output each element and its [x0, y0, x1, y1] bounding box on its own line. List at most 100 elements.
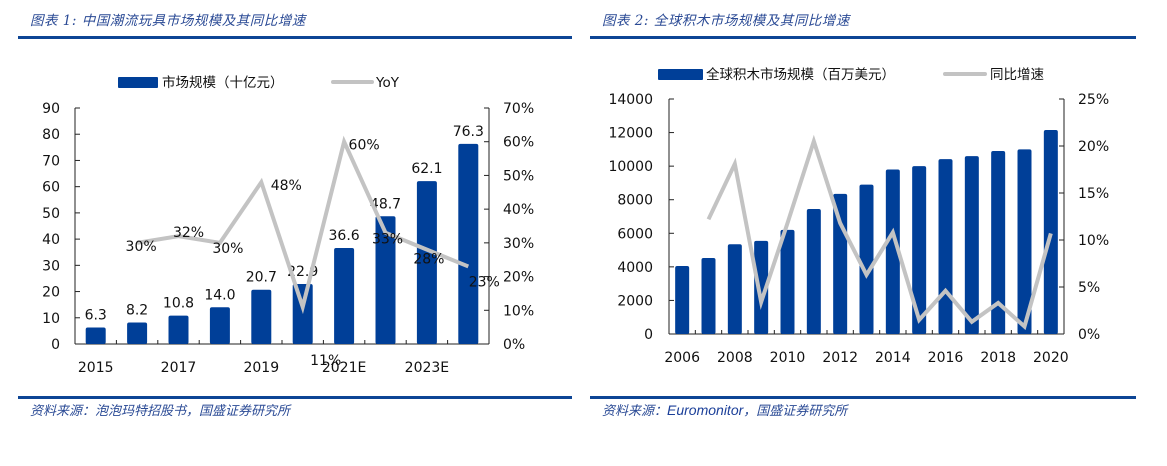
line-value-label: 30% — [126, 239, 157, 255]
x-tick-label: 2015 — [78, 360, 114, 376]
legend-bar-swatch — [658, 69, 703, 80]
bar — [859, 184, 874, 334]
legend-line-label: 同比增速 — [990, 67, 1044, 83]
bar — [938, 159, 953, 334]
bar — [885, 169, 900, 334]
bar — [416, 181, 437, 344]
bar — [754, 240, 769, 334]
left-y-tick-label: 20 — [42, 285, 60, 301]
yoy-line — [136, 135, 470, 315]
line-value-label: 11% — [310, 353, 341, 369]
source-latin: Euromonitor — [667, 402, 744, 418]
figure-1-source: 资料来源：泡泡玛特招股书，国盛证券研究所 — [30, 400, 290, 419]
bar — [375, 216, 396, 344]
figure-2-top-rule — [590, 36, 1136, 39]
line-value-label: 32% — [173, 225, 204, 241]
right-y-tick-label: 0% — [1078, 327, 1100, 343]
x-tick-label: 2014 — [875, 350, 911, 366]
bar — [1043, 130, 1058, 334]
bar — [727, 244, 742, 334]
left-y-tick-label: 14000 — [608, 92, 653, 108]
right-y-tick-label: 10% — [503, 303, 534, 319]
bar — [912, 166, 927, 334]
x-tick-label: 2008 — [717, 350, 753, 366]
left-y-tick-label: 50 — [42, 206, 60, 222]
left-y-tick-label: 80 — [42, 127, 60, 143]
right-y-tick-label: 5% — [1078, 280, 1100, 296]
legend-bar-swatch — [118, 77, 158, 88]
figure-1-panel: 图表 1: 中国潮流玩具市场规模及其同比增速 市场规模（十亿元） YoY 0 10 20… — [0, 0, 580, 466]
legend-bar-label: 市场规模（十亿元） — [162, 74, 284, 91]
x-tick-label: 2021E — [322, 360, 366, 376]
left-y-tick-label: 60 — [42, 180, 60, 196]
right-y-tick-label: 15% — [1078, 186, 1109, 202]
figure-2-bottom-rule — [590, 396, 1136, 399]
bar — [334, 248, 355, 344]
line-value-label: 28% — [413, 252, 444, 268]
line-value-label: 30% — [212, 241, 243, 257]
source-prefix: 资料来源： — [602, 404, 668, 419]
x-tick-label: 2019 — [243, 360, 279, 376]
bar-value-label: 8.2 — [126, 302, 148, 318]
left-y-tick-label: 12000 — [608, 126, 653, 142]
legend-line-label: YoY — [375, 75, 400, 91]
x-tick-label: 2006 — [664, 350, 700, 366]
bar — [458, 143, 479, 344]
bar-value-label: 36.6 — [329, 228, 360, 244]
figure-1-title: 图表 1: 中国潮流玩具市场规模及其同比增速 — [30, 13, 306, 29]
x-tick-label: 2010 — [770, 350, 806, 366]
bar — [675, 266, 690, 334]
left-y-tick-label: 40 — [42, 232, 60, 248]
figure-1-chart: 市场规模（十亿元） YoY 0 10 20 30 40 50 60 70 80 90 0% 10% 20% 3… — [42, 74, 534, 376]
right-y-tick-label: 20% — [503, 270, 534, 286]
figure-2-panel: 图表 2: 全球积木市场规模及其同比增速 全球积木市场规模（百万美元） 同比增速 0… — [580, 0, 1167, 466]
line-value-label: 33% — [372, 232, 403, 248]
bar — [780, 229, 795, 334]
bar-value-label: 62.1 — [411, 161, 442, 177]
line-value-label: 23% — [469, 274, 500, 290]
x-tick-label: 2017 — [161, 360, 197, 376]
bar-value-label: 76.3 — [453, 124, 484, 140]
x-tick-label: 2023E — [405, 360, 449, 376]
left-y-tick-label: 6000 — [617, 226, 653, 242]
bar-value-label: 6.3 — [85, 307, 107, 323]
bar — [833, 193, 848, 334]
figure-2-source: 资料来源：Euromonitor，国盛证券研究所 — [602, 400, 847, 419]
right-y-tick-label: 70% — [503, 101, 534, 117]
line-value-label: 48% — [271, 178, 302, 194]
left-y-tick-label: 0 — [644, 327, 653, 343]
bar-value-label: 10.8 — [163, 296, 194, 312]
bar — [991, 151, 1006, 334]
right-y-tick-label: 40% — [503, 202, 534, 218]
figure-2-title: 图表 2: 全球积木市场规模及其同比增速 — [602, 13, 850, 29]
yoy-line — [706, 134, 1053, 331]
x-tick-label: 2012 — [822, 350, 858, 366]
left-y-tick-label: 2000 — [617, 293, 653, 309]
left-y-tick-label: 8000 — [617, 193, 653, 209]
right-y-tick-label: 10% — [1078, 233, 1109, 249]
figure-2-chart: 全球积木市场规模（百万美元） 同比增速 0 2000 4000 6000 8000 10000… — [608, 66, 1109, 366]
left-y-tick-label: 30 — [42, 258, 60, 274]
figure-1-top-rule — [18, 36, 572, 39]
bar — [85, 327, 106, 344]
line-value-label: 60% — [349, 138, 380, 154]
left-y-tick-label: 10 — [42, 311, 60, 327]
source-body: ，国盛证券研究所 — [743, 404, 848, 419]
bar-value-label: 48.7 — [370, 196, 401, 212]
right-y-tick-label: 30% — [503, 236, 534, 252]
legend-bar-label: 全球积木市场规模（百万美元） — [706, 66, 895, 83]
bar — [127, 322, 148, 344]
left-y-tick-label: 90 — [42, 101, 60, 117]
bar — [209, 307, 230, 344]
x-tick-label: 2016 — [928, 350, 964, 366]
right-y-tick-label: 50% — [503, 168, 534, 184]
right-y-tick-label: 25% — [1078, 92, 1109, 108]
source-body: 泡泡玛特招股书，国盛证券研究所 — [95, 404, 291, 419]
bar — [292, 283, 313, 344]
figure-1-bottom-rule — [18, 396, 572, 399]
right-y-tick-label: 60% — [503, 135, 534, 151]
left-y-tick-label: 10000 — [608, 159, 653, 175]
bar-value-label: 14.0 — [204, 287, 235, 303]
right-y-tick-label: 0% — [503, 337, 525, 353]
bar — [701, 257, 716, 334]
